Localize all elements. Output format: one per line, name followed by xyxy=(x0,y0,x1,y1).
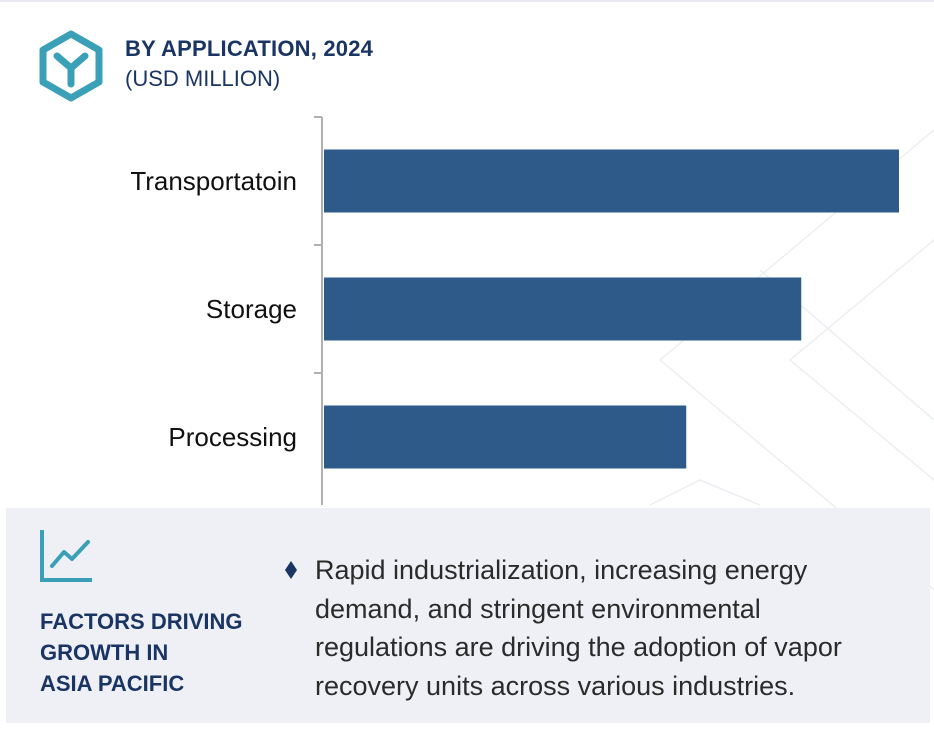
bar-storage xyxy=(324,277,802,341)
factors-heading: FACTORS DRIVING GROWTH IN ASIA PACIFIC xyxy=(40,606,270,699)
category-axis xyxy=(314,116,323,505)
factors-heading-line-1: FACTORS DRIVING xyxy=(40,609,243,634)
hexagon-y-logo-icon xyxy=(39,30,103,102)
diamond-bullet-icon xyxy=(285,561,297,579)
category-label-processing: Processing xyxy=(168,422,297,452)
factors-description: Rapid industrialization, increasing ener… xyxy=(315,555,842,701)
trend-line-chart-icon xyxy=(40,530,92,582)
category-labels: Transportatoin Storage Processing xyxy=(130,166,297,452)
chart-subtitle: (USD MILLION) xyxy=(125,66,281,91)
factors-heading-line-3: ASIA PACIFIC xyxy=(40,671,185,696)
category-label-transportatoin: Transportatoin xyxy=(130,166,297,196)
bars xyxy=(324,149,899,469)
bar-chart: Transportatoin Storage Processing xyxy=(130,116,899,505)
factors-heading-line-2: GROWTH IN xyxy=(40,640,169,665)
factors-panel xyxy=(6,508,930,723)
chart-title: BY APPLICATION, 2024 xyxy=(125,36,374,61)
bar-processing xyxy=(324,405,687,469)
bar-transportatoin xyxy=(324,149,899,213)
category-label-storage: Storage xyxy=(206,294,297,324)
